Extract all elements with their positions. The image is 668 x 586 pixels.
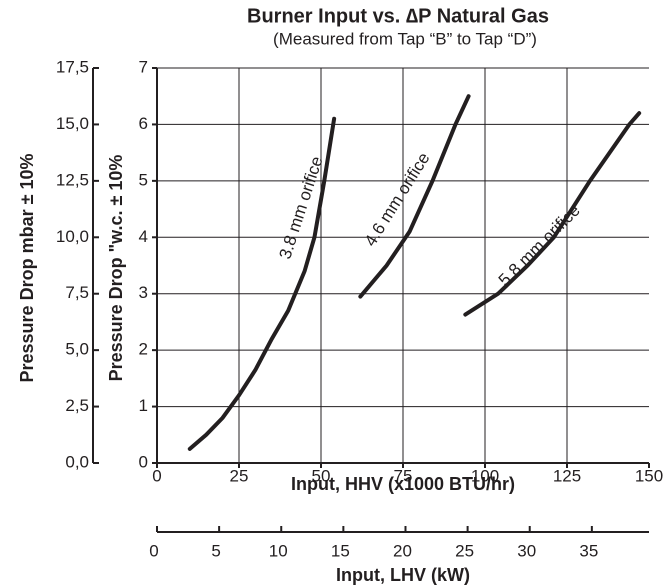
x2-tick-label: 15 — [331, 541, 350, 560]
x2-tick-label: 30 — [517, 541, 536, 560]
y2-tick-label: 17,5 — [56, 57, 89, 76]
curve — [463, 111, 642, 317]
x-tick-label: 50 — [312, 466, 331, 485]
chart-subtitle: (Measured from Tap “B” to Tap “D”) — [273, 29, 537, 48]
chart-title: Burner Input vs. ∆P Natural Gas — [247, 5, 549, 27]
y-tick-label: 3 — [139, 283, 148, 302]
x-axis-title: Input, HHV (x1000 BTU/hr) — [291, 474, 515, 494]
x2-axis-title: Input, LHV (kW) — [336, 565, 470, 585]
curve — [187, 116, 337, 451]
y-tick-label: 7 — [139, 57, 148, 76]
y-tick-label: 0 — [139, 452, 148, 471]
x2-tick-label: 5 — [211, 541, 220, 560]
curve-label: 5.8 mm orifice — [495, 201, 584, 290]
curve — [358, 94, 471, 299]
y-axis-title: Pressure Drop "w.c. ± 10% — [106, 155, 126, 382]
x-tick-label: 150 — [635, 466, 663, 485]
y2-tick-label: 12,5 — [56, 170, 89, 189]
x2-tick-label: 0 — [149, 541, 158, 560]
x2-tick-label: 35 — [579, 541, 598, 560]
y-tick-label: 6 — [139, 114, 148, 133]
y-tick-label: 1 — [139, 396, 148, 415]
y2-tick-label: 7,5 — [65, 283, 89, 302]
y-tick-label: 5 — [139, 170, 148, 189]
y2-tick-label: 15,0 — [56, 114, 89, 133]
y-tick-label: 2 — [139, 340, 148, 359]
y2-tick-label: 2,5 — [65, 396, 89, 415]
y-tick-label: 4 — [139, 227, 148, 246]
y2-tick-label: 5,0 — [65, 340, 89, 359]
x2-tick-label: 20 — [393, 541, 412, 560]
y2-tick-label: 10,0 — [56, 227, 89, 246]
x2-tick-label: 10 — [269, 541, 288, 560]
x2-tick-label: 25 — [455, 541, 474, 560]
x-tick-label: 75 — [394, 466, 413, 485]
y2-tick-label: 0,0 — [65, 452, 89, 471]
x-tick-label: 125 — [553, 466, 581, 485]
x-tick-label: 0 — [152, 466, 161, 485]
x-tick-label: 100 — [471, 466, 499, 485]
y2-axis-title: Pressure Drop mbar ± 10% — [17, 154, 37, 383]
x-tick-label: 25 — [230, 466, 249, 485]
